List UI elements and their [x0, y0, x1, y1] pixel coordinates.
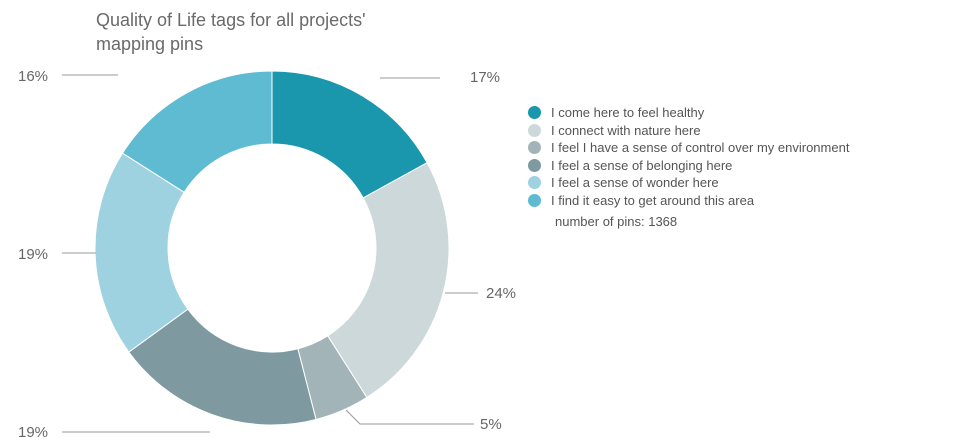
label-leader-lines: [62, 74, 478, 433]
percentage-label: 16%: [18, 68, 48, 85]
percentage-label: 19%: [18, 424, 48, 441]
percentage-label: 17%: [470, 69, 500, 86]
legend-label: I feel a sense of wonder here: [551, 175, 719, 190]
legend-item: I come here to feel healthy: [528, 104, 948, 122]
legend-label: I feel I have a sense of control over my…: [551, 140, 850, 155]
donut-slice-i-feel-a-sense-of-wonder-here: [94, 152, 189, 353]
donut-slice-i-find-it-easy-to-get-around-thi: [121, 70, 273, 193]
legend-swatch-wonder: [528, 176, 541, 190]
legend-item: I find it easy to get around this area: [528, 192, 948, 210]
donut-slice-i-feel-a-sense-of-belonging-here: [128, 308, 317, 426]
chart-title-line-2: mapping pins: [96, 34, 204, 54]
donut-slices: [94, 70, 450, 426]
legend-label: I find it easy to get around this area: [551, 192, 755, 208]
donut-slice-i-connect-with-nature-here: [327, 162, 450, 399]
chart-title: Quality of Life tags for all projects' m…: [96, 8, 456, 56]
legend-swatch-belonging: [528, 158, 541, 172]
legend: I come here to feel healthy I connect wi…: [528, 104, 948, 209]
legend-swatch-healthy: [528, 106, 541, 120]
percentage-label: 24%: [486, 285, 516, 302]
pin-count-note: number of pins: 1368: [555, 214, 678, 229]
legend-item: I feel a sense of belonging here: [528, 157, 948, 175]
legend-item: I feel a sense of wonder here: [528, 174, 948, 192]
leader-line: [345, 409, 474, 425]
legend-swatch-control: [528, 141, 541, 155]
legend-swatch-get-around: [528, 193, 541, 207]
legend-label: I connect with nature here: [551, 122, 701, 138]
percentage-label: 5%: [480, 416, 502, 433]
legend-item: I feel I have a sense of control over my…: [528, 139, 948, 157]
percentage-labels: 17% 24% 5% 19% 19% 16%: [18, 68, 516, 441]
legend-label: I come here to feel healthy: [551, 105, 705, 120]
legend-swatch-nature: [528, 123, 541, 137]
percentage-label: 19%: [18, 246, 48, 263]
legend-label: I feel a sense of belonging here: [551, 157, 733, 173]
legend-item: I connect with nature here: [528, 122, 948, 140]
chart-title-line-1: Quality of Life tags for all projects': [96, 10, 366, 30]
